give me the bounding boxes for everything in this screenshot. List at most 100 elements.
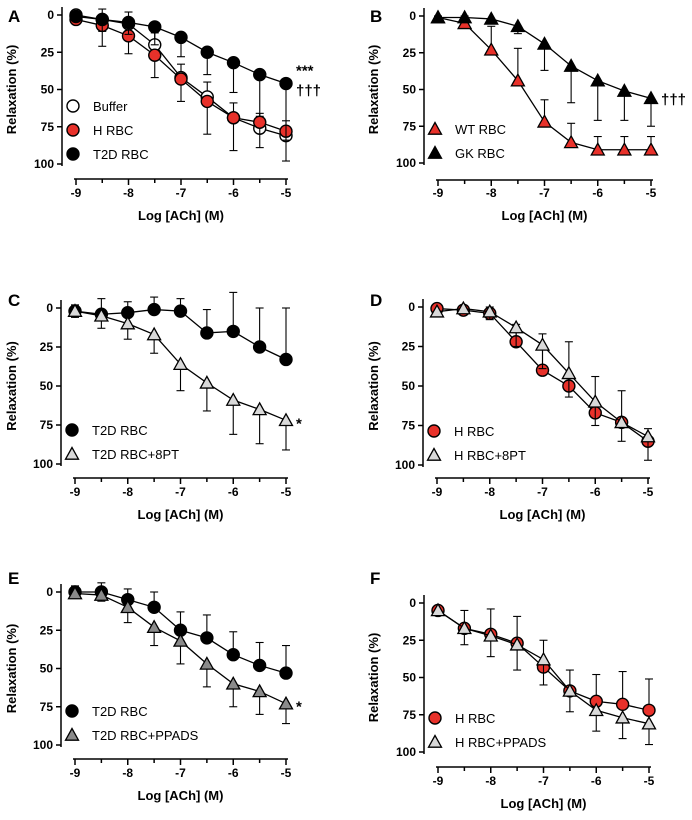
y-tick-label: 100 xyxy=(33,457,53,471)
data-point xyxy=(455,300,471,315)
y-axis-label: Relaxation (%) xyxy=(4,341,19,431)
data-point xyxy=(148,48,162,62)
x-axis-label: Log [ACh] (M) xyxy=(500,507,586,522)
y-tick-label: 100 xyxy=(396,745,416,759)
data-point xyxy=(588,702,604,717)
data-point xyxy=(200,45,214,59)
panel-f: F 0 25 50 75 100 Relaxation (%) -9 -8 -7 -6 -5 Log [… xyxy=(366,569,657,811)
data-point xyxy=(590,72,606,87)
data-point xyxy=(430,602,446,617)
data-point xyxy=(616,141,632,156)
legend-marker xyxy=(427,734,443,748)
y-tick-label: 75 xyxy=(40,700,54,714)
data-point xyxy=(483,627,499,642)
legend-marker xyxy=(65,423,79,437)
y-tick-label: 100 xyxy=(33,738,53,752)
data-point xyxy=(93,587,109,601)
y-axis-label: Relaxation (%) xyxy=(366,633,381,723)
legend-label: H RBC+8PT xyxy=(454,448,526,463)
x-tick-label: -8 xyxy=(486,186,497,200)
data-point xyxy=(641,715,657,730)
x-tick-label: -7 xyxy=(175,766,186,780)
data-point xyxy=(200,94,214,109)
data-point xyxy=(95,12,109,27)
data-point xyxy=(590,141,606,156)
data-point xyxy=(172,633,189,647)
data-point xyxy=(67,585,83,600)
data-point xyxy=(640,428,656,443)
y-tick-label: 0 xyxy=(408,300,415,314)
panel-letter: B xyxy=(370,7,382,26)
data-point xyxy=(226,648,240,662)
data-point xyxy=(121,15,136,30)
y-tick-label: 75 xyxy=(403,708,417,722)
x-tick-label: -5 xyxy=(646,186,657,200)
data-point xyxy=(252,683,268,698)
data-point xyxy=(147,302,161,317)
data-point xyxy=(174,30,188,45)
x-axis-label: Log [ACh] (M) xyxy=(138,208,224,223)
legend-marker xyxy=(66,147,80,161)
y-tick-label: 75 xyxy=(40,418,54,432)
series-h-rbc-ppads xyxy=(430,602,657,746)
data-point xyxy=(563,134,579,149)
data-point xyxy=(536,114,553,128)
data-point xyxy=(226,55,241,70)
data-point xyxy=(563,58,579,72)
data-point xyxy=(642,703,656,717)
series-t2d-rbc xyxy=(69,9,293,141)
legend-marker xyxy=(428,711,442,725)
legend-marker xyxy=(66,99,80,113)
x-tick-label: -5 xyxy=(281,186,292,200)
legend-marker xyxy=(427,145,443,159)
y-tick-label: 50 xyxy=(403,83,417,97)
x-tick-label: -7 xyxy=(175,485,186,499)
x-tick-label: -9 xyxy=(71,186,82,200)
legend-label: WT RBC xyxy=(455,122,506,137)
data-point xyxy=(279,76,293,91)
legend-label: H RBC xyxy=(455,711,495,726)
panel-e: E 0 25 50 75 100 Relaxation (%) -9 -8 -7 -6 -5 Log [… xyxy=(4,569,302,803)
data-point xyxy=(510,72,526,87)
legend-label: T2D RBC+8PT xyxy=(92,447,179,462)
data-point xyxy=(562,683,578,697)
data-point xyxy=(146,619,162,634)
data-point xyxy=(508,319,524,334)
legend-marker xyxy=(64,446,80,460)
x-tick-label: -6 xyxy=(228,766,239,780)
data-point xyxy=(200,326,214,340)
panel-c: C 0 25 50 75 100 Relaxation (%) -9 -8 -7 -6 -5 Log [… xyxy=(4,291,302,522)
x-tick-label: -5 xyxy=(281,766,292,780)
legend-marker xyxy=(426,447,442,461)
panel-letter: E xyxy=(8,569,19,588)
series-t2d-rbc-ppads xyxy=(67,585,294,725)
data-point xyxy=(456,620,472,635)
x-tick-label: -7 xyxy=(539,186,550,200)
data-point xyxy=(615,709,631,724)
x-tick-label: -9 xyxy=(433,774,444,788)
data-point xyxy=(643,141,659,156)
data-point xyxy=(643,90,659,105)
y-tick-label: 50 xyxy=(41,83,55,97)
x-tick-label: -9 xyxy=(70,485,81,499)
y-tick-label: 25 xyxy=(40,340,54,354)
panel-b: B 0 25 50 75 100 Relaxation (%) -9 -8 -7 -6 -5 Log [… xyxy=(366,7,686,223)
data-point xyxy=(279,352,293,367)
y-axis-label: Relaxation (%) xyxy=(366,341,381,431)
y-tick-label: 50 xyxy=(40,379,54,393)
data-point xyxy=(120,315,136,330)
x-tick-label: -5 xyxy=(643,485,654,499)
y-tick-label: 100 xyxy=(34,157,54,171)
data-point xyxy=(120,599,136,614)
x-tick-label: -9 xyxy=(433,186,444,200)
data-point xyxy=(457,9,473,24)
x-tick-label: -7 xyxy=(176,186,187,200)
data-point xyxy=(615,697,630,712)
data-point xyxy=(278,412,294,427)
y-tick-label: 25 xyxy=(41,45,55,59)
data-point xyxy=(614,414,630,429)
data-point xyxy=(482,303,498,318)
data-point xyxy=(67,303,83,317)
x-tick-label: -7 xyxy=(537,485,548,499)
data-point xyxy=(225,675,241,690)
